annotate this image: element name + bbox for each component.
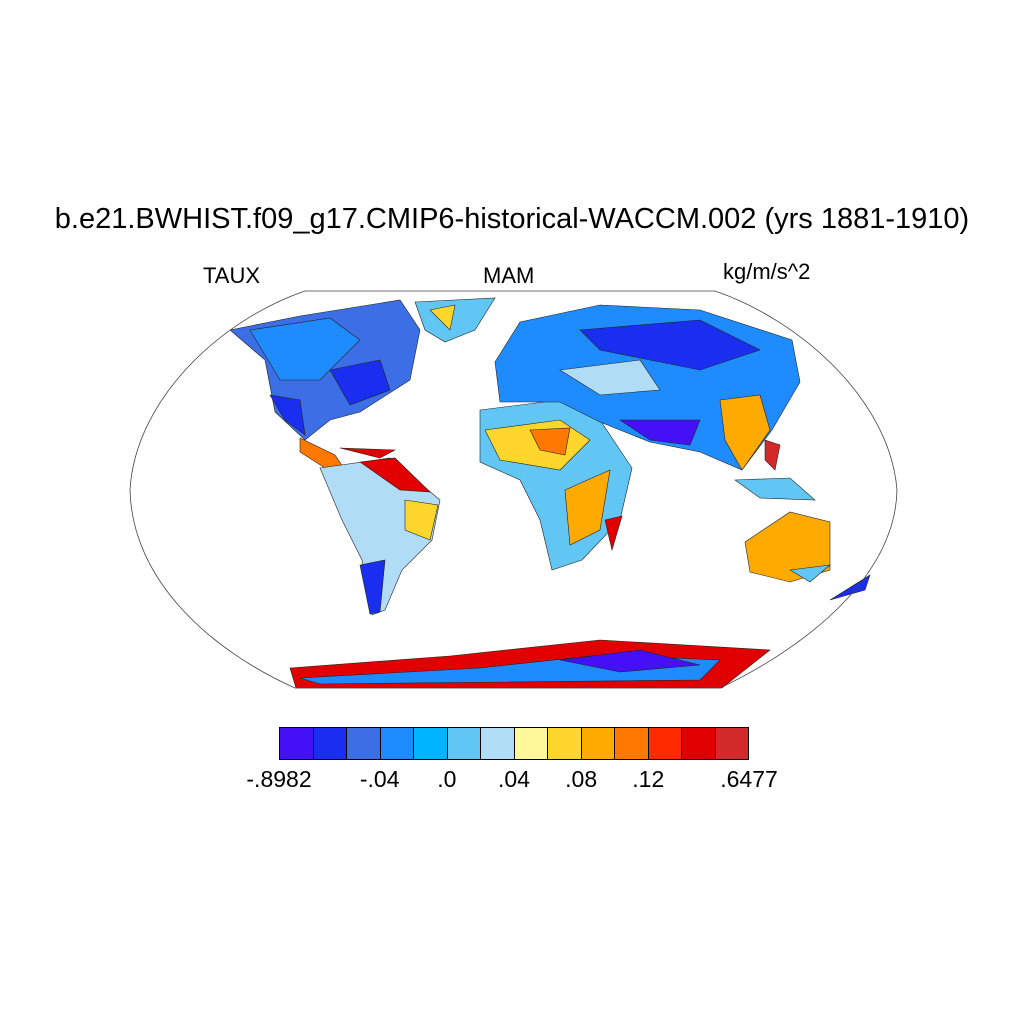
colorbar-box <box>313 728 347 759</box>
colorbar-label: .08 <box>565 766 598 792</box>
greenland <box>414 297 496 343</box>
colorbar-label: .6477 <box>720 766 778 792</box>
colorbar-box <box>380 728 414 759</box>
colorbar-box <box>447 728 481 759</box>
colorbar-box <box>414 728 448 759</box>
colorbar-label: .12 <box>632 766 665 792</box>
map-boundary <box>129 290 898 689</box>
colorbar-box <box>548 728 582 759</box>
variable-label: TAUX <box>203 263 261 288</box>
colorbar-box <box>481 728 515 759</box>
australia <box>744 511 831 583</box>
colorbar-label: .04 <box>498 766 530 792</box>
colorbar-box <box>347 728 381 759</box>
colorbar-box <box>648 728 682 759</box>
land-field <box>229 297 871 689</box>
colorbar-box <box>514 728 548 759</box>
colorbar-box <box>715 728 748 759</box>
units-label: kg/m/s^2 <box>723 259 811 284</box>
colorbar-label: -.04 <box>359 766 400 792</box>
colorbar-box <box>581 728 615 759</box>
colorbar-box <box>280 728 314 759</box>
colorbar <box>279 727 749 760</box>
plot-title: b.e21.BWHIST.f09_g17.CMIP6-historical-WA… <box>54 203 970 235</box>
colorbar-label: -.8982 <box>246 766 312 792</box>
season-label: MAM <box>483 263 535 288</box>
colorbar-box <box>615 728 649 759</box>
colorbar-box <box>682 728 716 759</box>
colorbar-label: .0 <box>437 766 457 792</box>
maritime-continent <box>734 477 816 501</box>
